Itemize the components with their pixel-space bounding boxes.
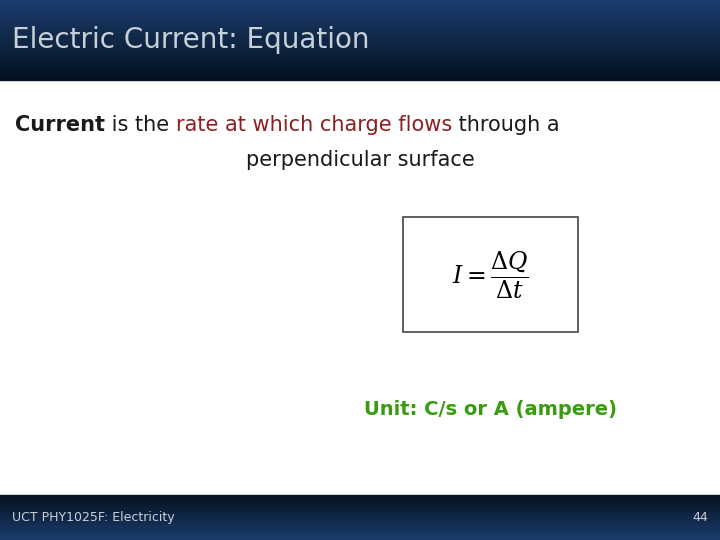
FancyBboxPatch shape [402,218,577,333]
Text: Unit: C/s or A (ampere): Unit: C/s or A (ampere) [364,401,616,420]
Text: rate at which charge flows: rate at which charge flows [176,115,452,135]
Text: $I = \dfrac{\Delta Q}{\Delta t}$: $I = \dfrac{\Delta Q}{\Delta t}$ [451,249,528,301]
Text: Electric Current: Equation: Electric Current: Equation [12,26,370,54]
Text: perpendicular surface: perpendicular surface [246,150,474,170]
Text: Current: Current [15,115,105,135]
Text: through a: through a [452,115,559,135]
Text: is the: is the [105,115,176,135]
Text: UCT PHY1025F: Electricity: UCT PHY1025F: Electricity [12,511,175,524]
Text: 44: 44 [692,511,708,524]
